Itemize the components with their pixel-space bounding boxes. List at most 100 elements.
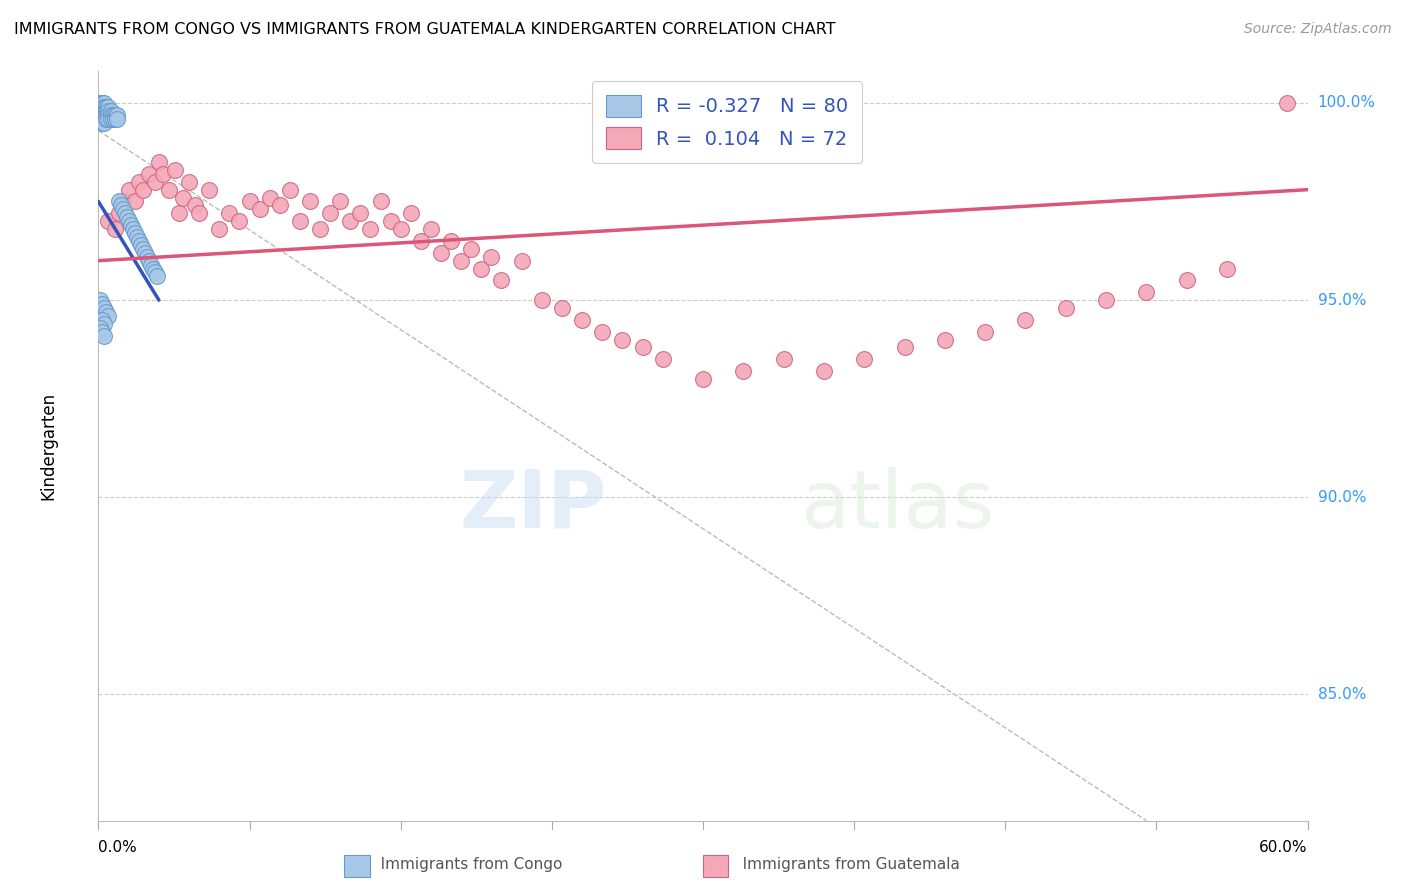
Point (91, 95, 114, 110)
Point (269, 198, 291, 212)
Point (93, 328, 115, 343)
Point (146, 269, 169, 284)
Point (118, 214, 141, 228)
Point (138, 253, 160, 268)
Point (893, 340, 915, 354)
Point (1135, 285, 1157, 300)
Point (103, 108, 125, 122)
Point (380, 214, 402, 228)
Point (651, 352, 673, 367)
Point (440, 234, 463, 248)
Point (120, 218, 142, 232)
Point (172, 190, 194, 204)
Point (208, 222, 231, 236)
Point (91, 313, 114, 327)
Point (97, 108, 120, 122)
Point (101, 112, 124, 126)
Text: Source: ZipAtlas.com: Source: ZipAtlas.com (1244, 22, 1392, 37)
Point (1175, 273, 1198, 287)
Point (591, 325, 613, 339)
Point (125, 230, 148, 244)
Point (152, 167, 174, 181)
Text: Immigrants from Guatemala: Immigrants from Guatemala (728, 857, 959, 872)
Point (1054, 301, 1077, 315)
Point (89, 320, 111, 334)
Point (129, 238, 152, 252)
Point (184, 198, 207, 212)
Point (89, 103, 111, 118)
Point (198, 183, 221, 197)
Point (128, 175, 150, 189)
Point (100, 108, 122, 122)
Point (139, 258, 162, 272)
Point (97, 309, 120, 323)
Point (124, 194, 146, 209)
Point (89, 112, 111, 126)
Text: ZIP: ZIP (458, 467, 606, 545)
Point (339, 214, 361, 228)
Point (692, 372, 714, 386)
Point (91, 100, 114, 114)
Point (103, 112, 125, 126)
Legend: R = -0.327   N = 80, R =  0.104   N = 72: R = -0.327 N = 80, R = 0.104 N = 72 (592, 81, 862, 163)
Point (134, 245, 156, 260)
Point (163, 163, 186, 178)
Point (157, 183, 180, 197)
Point (103, 222, 125, 236)
Point (91, 103, 114, 118)
Point (631, 340, 654, 354)
Point (89, 108, 111, 122)
Point (93, 112, 115, 126)
Point (419, 222, 441, 236)
Point (167, 206, 190, 220)
Point (93, 95, 115, 110)
Point (143, 175, 166, 189)
Point (89, 293, 111, 307)
Point (97, 103, 120, 118)
Point (93, 103, 115, 118)
Point (96, 103, 118, 118)
Point (121, 222, 143, 236)
Point (96, 108, 118, 122)
Text: 85.0%: 85.0% (1317, 687, 1367, 702)
Point (93, 115, 115, 129)
Point (114, 206, 136, 220)
Point (142, 261, 165, 276)
Text: Kindergarten: Kindergarten (39, 392, 58, 500)
Point (91, 108, 114, 122)
Point (813, 364, 835, 378)
Point (934, 333, 956, 347)
Point (91, 325, 114, 339)
Point (96, 112, 118, 126)
Text: 90.0%: 90.0% (1317, 490, 1367, 505)
Point (107, 194, 129, 209)
Point (470, 261, 492, 276)
Text: 100.0%: 100.0% (1317, 95, 1375, 111)
Point (319, 206, 342, 220)
Point (239, 194, 262, 209)
Point (853, 352, 876, 367)
Point (91, 100, 114, 114)
Point (93, 108, 115, 122)
Text: atlas: atlas (800, 467, 994, 545)
Point (551, 301, 574, 315)
Point (460, 242, 482, 256)
Point (974, 325, 997, 339)
Point (89, 95, 111, 110)
Point (93, 112, 115, 126)
Point (360, 222, 382, 236)
Point (733, 364, 755, 378)
Point (97, 112, 120, 126)
Point (128, 234, 150, 248)
Point (107, 206, 129, 220)
Point (430, 245, 453, 260)
Point (89, 95, 111, 110)
Text: 60.0%: 60.0% (1260, 840, 1308, 855)
Point (249, 202, 271, 217)
Point (530, 293, 553, 307)
Point (89, 100, 111, 114)
Point (91, 108, 114, 122)
Point (96, 108, 118, 122)
Text: 0.0%: 0.0% (98, 840, 138, 855)
Point (218, 206, 240, 220)
